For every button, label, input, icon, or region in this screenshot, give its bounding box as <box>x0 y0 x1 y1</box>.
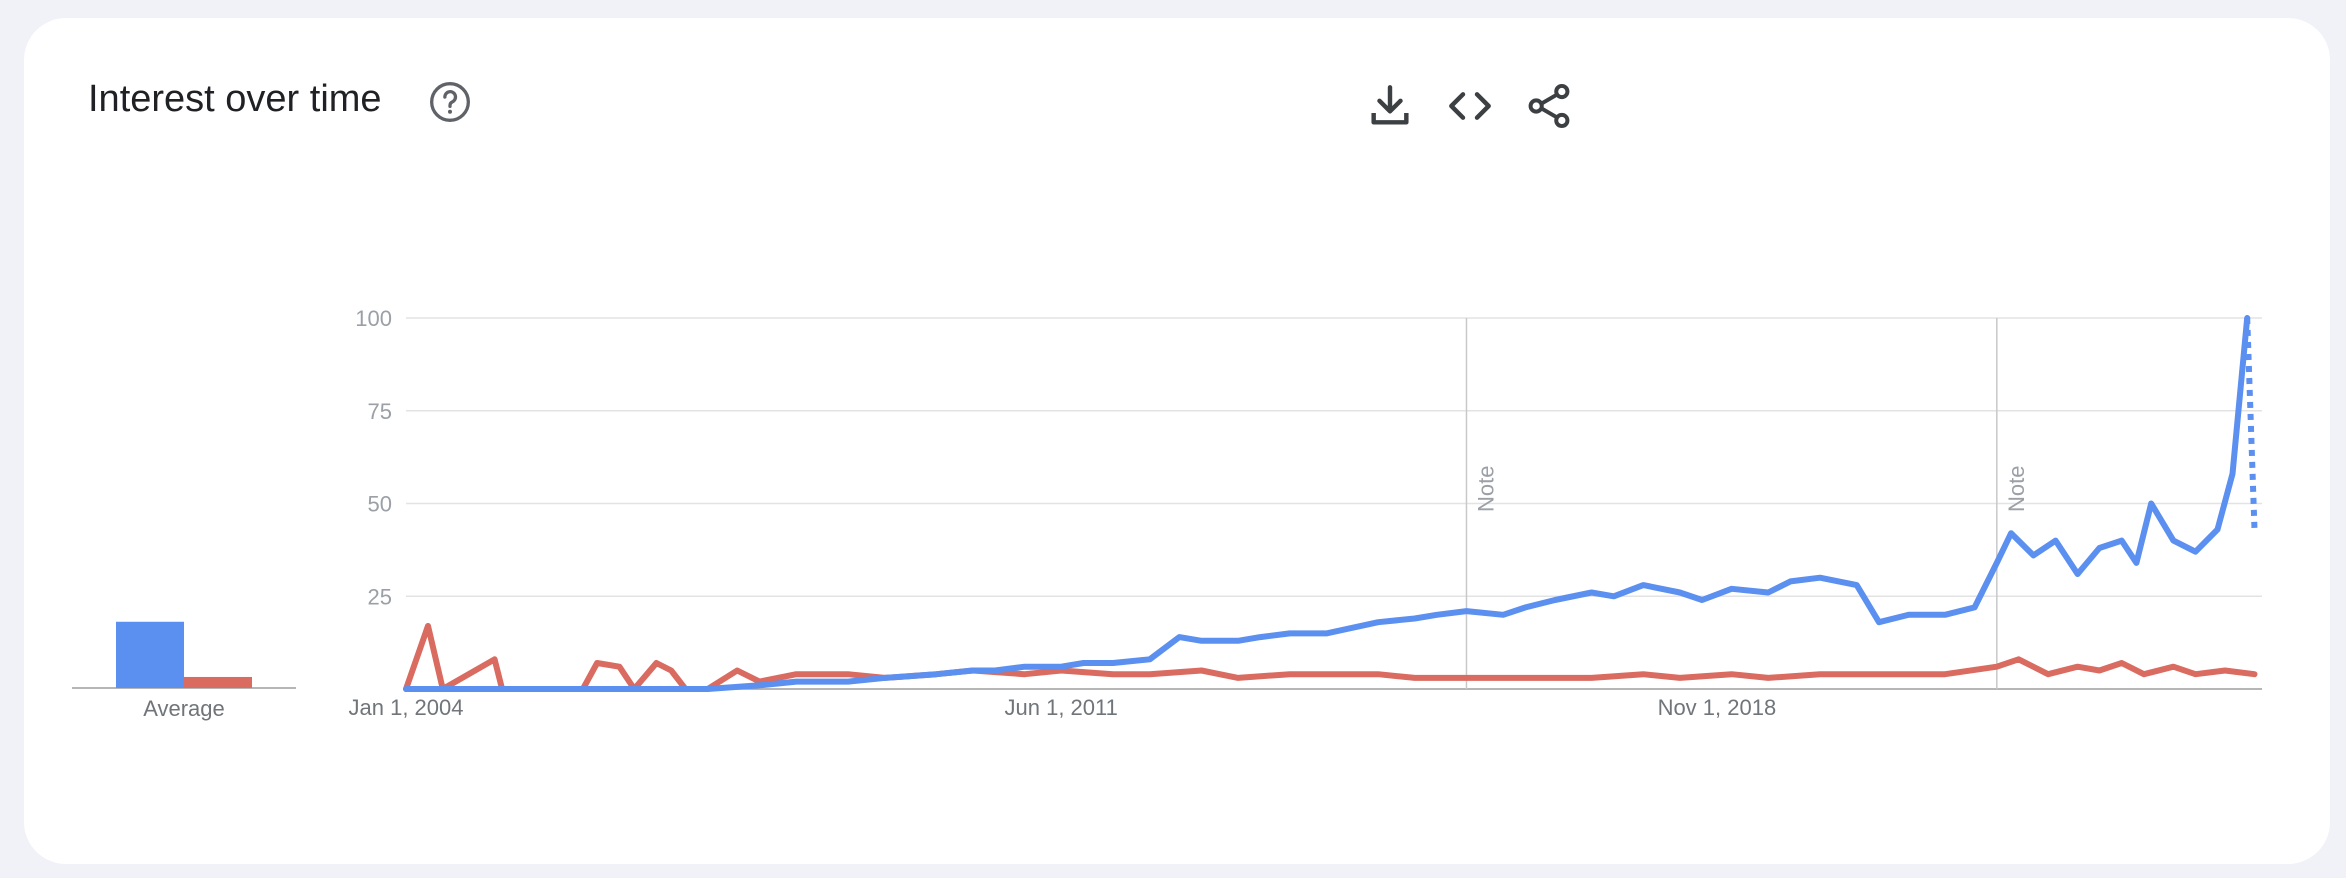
y-tick-label: 25 <box>368 584 392 609</box>
average-label: Average <box>143 696 225 721</box>
embed-code-icon[interactable] <box>1442 78 1498 134</box>
y-tick-label: 50 <box>368 492 392 517</box>
help-circle-icon[interactable] <box>428 80 472 124</box>
x-tick-label: Nov 1, 2018 <box>1658 695 1777 720</box>
series-line <box>403 622 2258 692</box>
note-label: Note <box>2004 466 2029 512</box>
interest-over-time-card: Interest over time <box>24 18 2330 864</box>
x-tick-label: Jun 1, 2011 <box>1005 695 1118 720</box>
average-bar <box>116 621 184 688</box>
x-tick-label: Jan 1, 2004 <box>349 695 464 720</box>
series-line <box>403 315 2251 692</box>
series-partial-segment <box>2244 317 2258 530</box>
share-icon[interactable] <box>1521 78 1577 134</box>
y-tick-label: 75 <box>368 399 392 424</box>
download-icon[interactable] <box>1362 78 1418 134</box>
card-title: Interest over time <box>88 78 382 120</box>
average-bar <box>184 676 252 688</box>
note-label: Note <box>1473 466 1498 512</box>
y-tick-label: 100 <box>355 306 392 331</box>
